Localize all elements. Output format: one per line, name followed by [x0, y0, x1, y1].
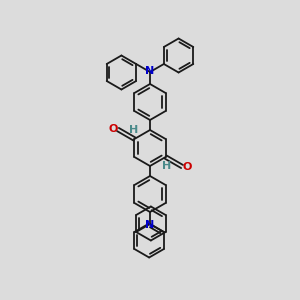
- Text: N: N: [146, 66, 154, 76]
- Text: H: H: [162, 161, 171, 171]
- Text: O: O: [108, 124, 118, 134]
- Text: H: H: [129, 125, 138, 135]
- Text: O: O: [182, 163, 192, 172]
- Text: N: N: [146, 220, 154, 230]
